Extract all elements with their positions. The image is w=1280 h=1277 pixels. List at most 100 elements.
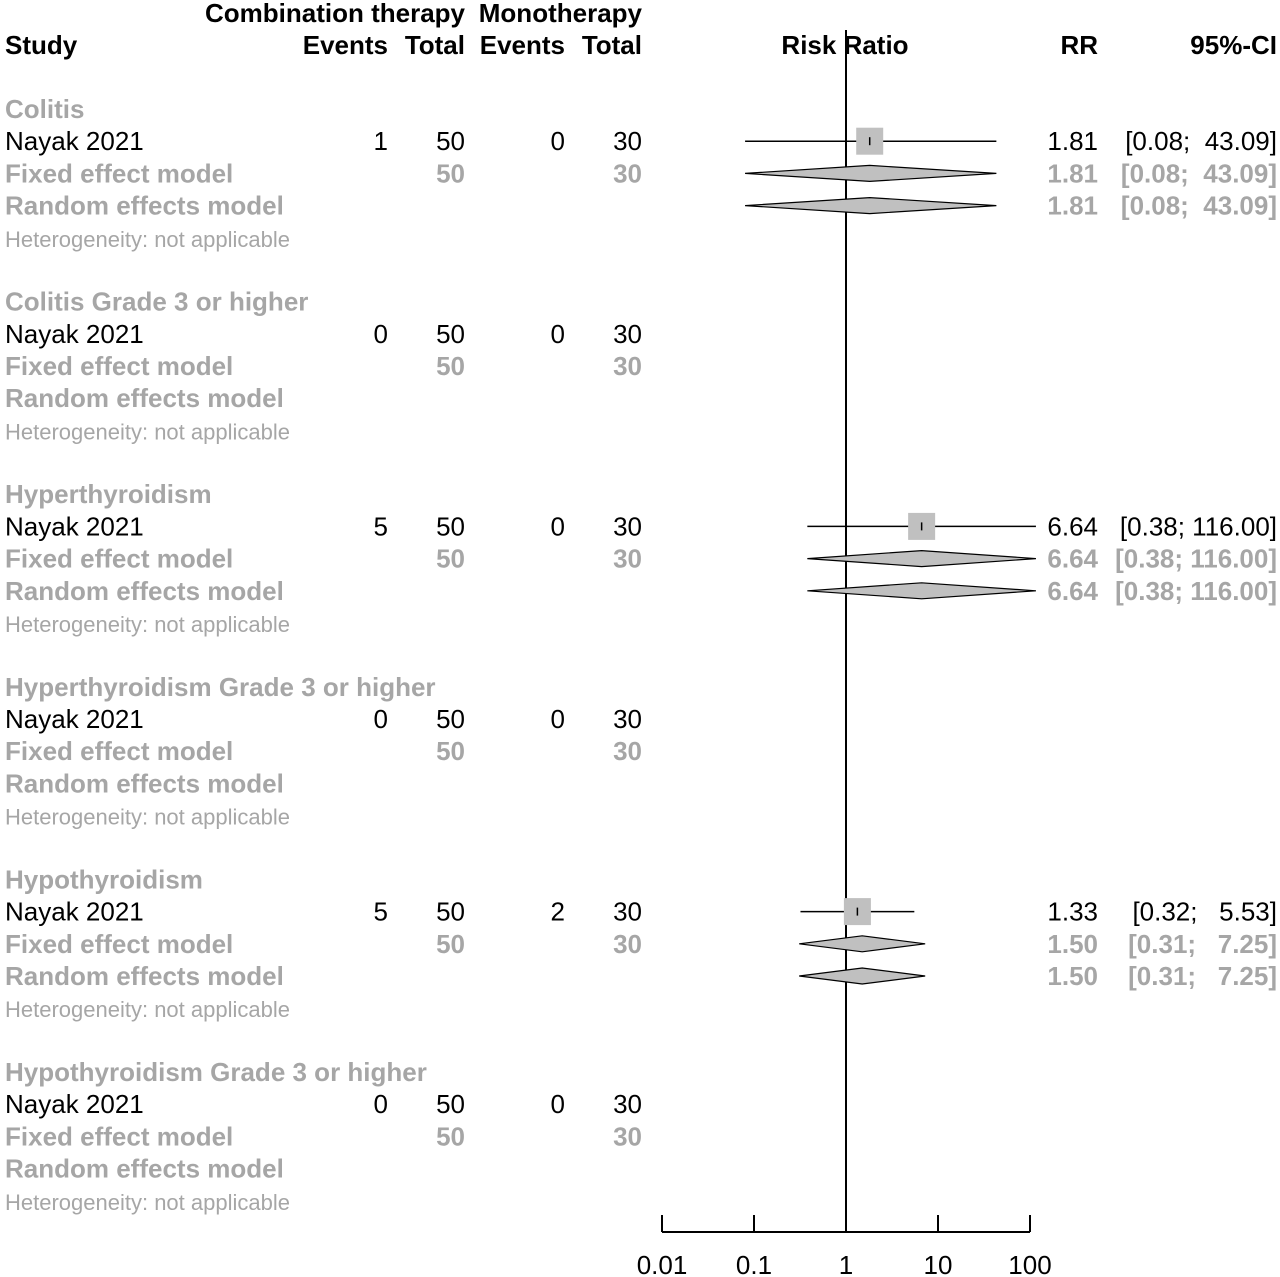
- study-label: Nayak 2021: [5, 511, 144, 541]
- subgroup-title: Hyperthyroidism Grade 3 or higher: [5, 672, 436, 702]
- study-rr-value: 1.81: [1047, 126, 1098, 156]
- fixed-total2: 30: [613, 158, 642, 188]
- study-total2: 30: [613, 1089, 642, 1119]
- fixed-total1: 50: [436, 1121, 465, 1151]
- fixed-total2: 30: [613, 929, 642, 959]
- fixed-diamond: [745, 164, 997, 183]
- random-label: Random effects model: [5, 576, 284, 606]
- fixed-total2: 30: [613, 544, 642, 574]
- fixed-label: Fixed effect model: [5, 1121, 233, 1151]
- study-label: Nayak 2021: [5, 897, 144, 927]
- study-ci-value: [0.38; 116.00]: [1120, 511, 1277, 541]
- study-rr-value: 6.64: [1047, 511, 1098, 541]
- study-total2: 30: [613, 319, 642, 349]
- heterogeneity-note: Heterogeneity: not applicable: [5, 227, 290, 252]
- x-tick-label: 0.01: [637, 1250, 688, 1277]
- study-events1: 0: [374, 704, 388, 734]
- random-rr-value: 1.50: [1047, 961, 1098, 991]
- fixed-label: Fixed effect model: [5, 158, 233, 188]
- random-diamond: [745, 196, 997, 215]
- study-total2: 30: [613, 704, 642, 734]
- study-events1: 5: [374, 897, 388, 927]
- fixed-label: Fixed effect model: [5, 544, 233, 574]
- subgroup-title: Hypothyroidism Grade 3 or higher: [5, 1057, 427, 1087]
- study-total2: 30: [613, 897, 642, 927]
- study-events2: 0: [551, 704, 565, 734]
- random-label: Random effects model: [5, 961, 284, 991]
- heterogeneity-note: Heterogeneity: not applicable: [5, 1190, 290, 1215]
- subgroup-title: Hyperthyroidism: [5, 479, 212, 509]
- fixed-ci-value: [0.38; 116.00]: [1115, 544, 1277, 574]
- header-group2: Monotherapy: [479, 0, 643, 28]
- random-ci-value: [0.08; 43.09]: [1121, 191, 1277, 221]
- fixed-total1: 50: [436, 351, 465, 381]
- fixed-total2: 30: [613, 351, 642, 381]
- x-tick-label: 10: [924, 1250, 953, 1277]
- subgroup-title: Colitis: [5, 94, 84, 124]
- header: Combination therapy Monotherapy Study Ev…: [5, 0, 1277, 60]
- header-events1: Events: [303, 30, 388, 60]
- random-label: Random effects model: [5, 1154, 284, 1184]
- heterogeneity-note: Heterogeneity: not applicable: [5, 997, 290, 1022]
- fixed-rr-value: 1.81: [1047, 158, 1098, 188]
- study-label: Nayak 2021: [5, 1089, 144, 1119]
- study-label: Nayak 2021: [5, 704, 144, 734]
- header-ci: 95%-CI: [1190, 30, 1277, 60]
- study-events1: 1: [374, 126, 388, 156]
- study-total1: 50: [436, 897, 465, 927]
- study-ci-value: [0.08; 43.09]: [1125, 126, 1277, 156]
- study-label: Nayak 2021: [5, 126, 144, 156]
- study-rr-value: 1.33: [1047, 897, 1098, 927]
- study-label: Nayak 2021: [5, 319, 144, 349]
- fixed-ci-value: [0.31; 7.25]: [1128, 929, 1277, 959]
- study-events2: 0: [551, 511, 565, 541]
- x-tick-label: 100: [1008, 1250, 1051, 1277]
- study-events2: 0: [551, 1089, 565, 1119]
- study-total1: 50: [436, 319, 465, 349]
- header-group1: Combination therapy: [205, 0, 466, 28]
- study-total1: 50: [436, 704, 465, 734]
- random-rr-value: 6.64: [1047, 576, 1098, 606]
- fixed-label: Fixed effect model: [5, 929, 233, 959]
- fixed-ci-value: [0.08; 43.09]: [1121, 158, 1277, 188]
- random-ci-value: [0.38; 116.00]: [1115, 576, 1277, 606]
- heterogeneity-note: Heterogeneity: not applicable: [5, 805, 290, 830]
- study-events1: 5: [374, 511, 388, 541]
- random-label: Random effects model: [5, 768, 284, 798]
- study-total1: 50: [436, 511, 465, 541]
- fixed-rr-value: 6.64: [1047, 544, 1098, 574]
- fixed-total1: 50: [436, 158, 465, 188]
- study-ci-value: [0.32; 5.53]: [1132, 897, 1277, 927]
- study-total2: 30: [613, 511, 642, 541]
- fixed-diamond: [799, 935, 926, 953]
- study-total2: 30: [613, 126, 642, 156]
- random-rr-value: 1.81: [1047, 191, 1098, 221]
- study-events1: 0: [374, 1089, 388, 1119]
- fixed-total2: 30: [613, 736, 642, 766]
- study-events2: 2: [551, 897, 565, 927]
- fixed-total2: 30: [613, 1121, 642, 1151]
- study-events2: 0: [551, 126, 565, 156]
- fixed-label: Fixed effect model: [5, 736, 233, 766]
- fixed-total1: 50: [436, 544, 465, 574]
- header-events2: Events: [480, 30, 565, 60]
- fixed-total1: 50: [436, 929, 465, 959]
- heterogeneity-note: Heterogeneity: not applicable: [5, 612, 290, 637]
- heterogeneity-note: Heterogeneity: not applicable: [5, 419, 290, 444]
- fixed-label: Fixed effect model: [5, 351, 233, 381]
- x-tick-label: 0.1: [736, 1250, 772, 1277]
- fixed-diamond: [807, 549, 1036, 568]
- random-ci-value: [0.31; 7.25]: [1128, 961, 1277, 991]
- x-tick-label: 1: [839, 1250, 853, 1277]
- header-total1: Total: [405, 30, 465, 60]
- random-diamond: [807, 582, 1036, 600]
- header-rr: RR: [1060, 30, 1098, 60]
